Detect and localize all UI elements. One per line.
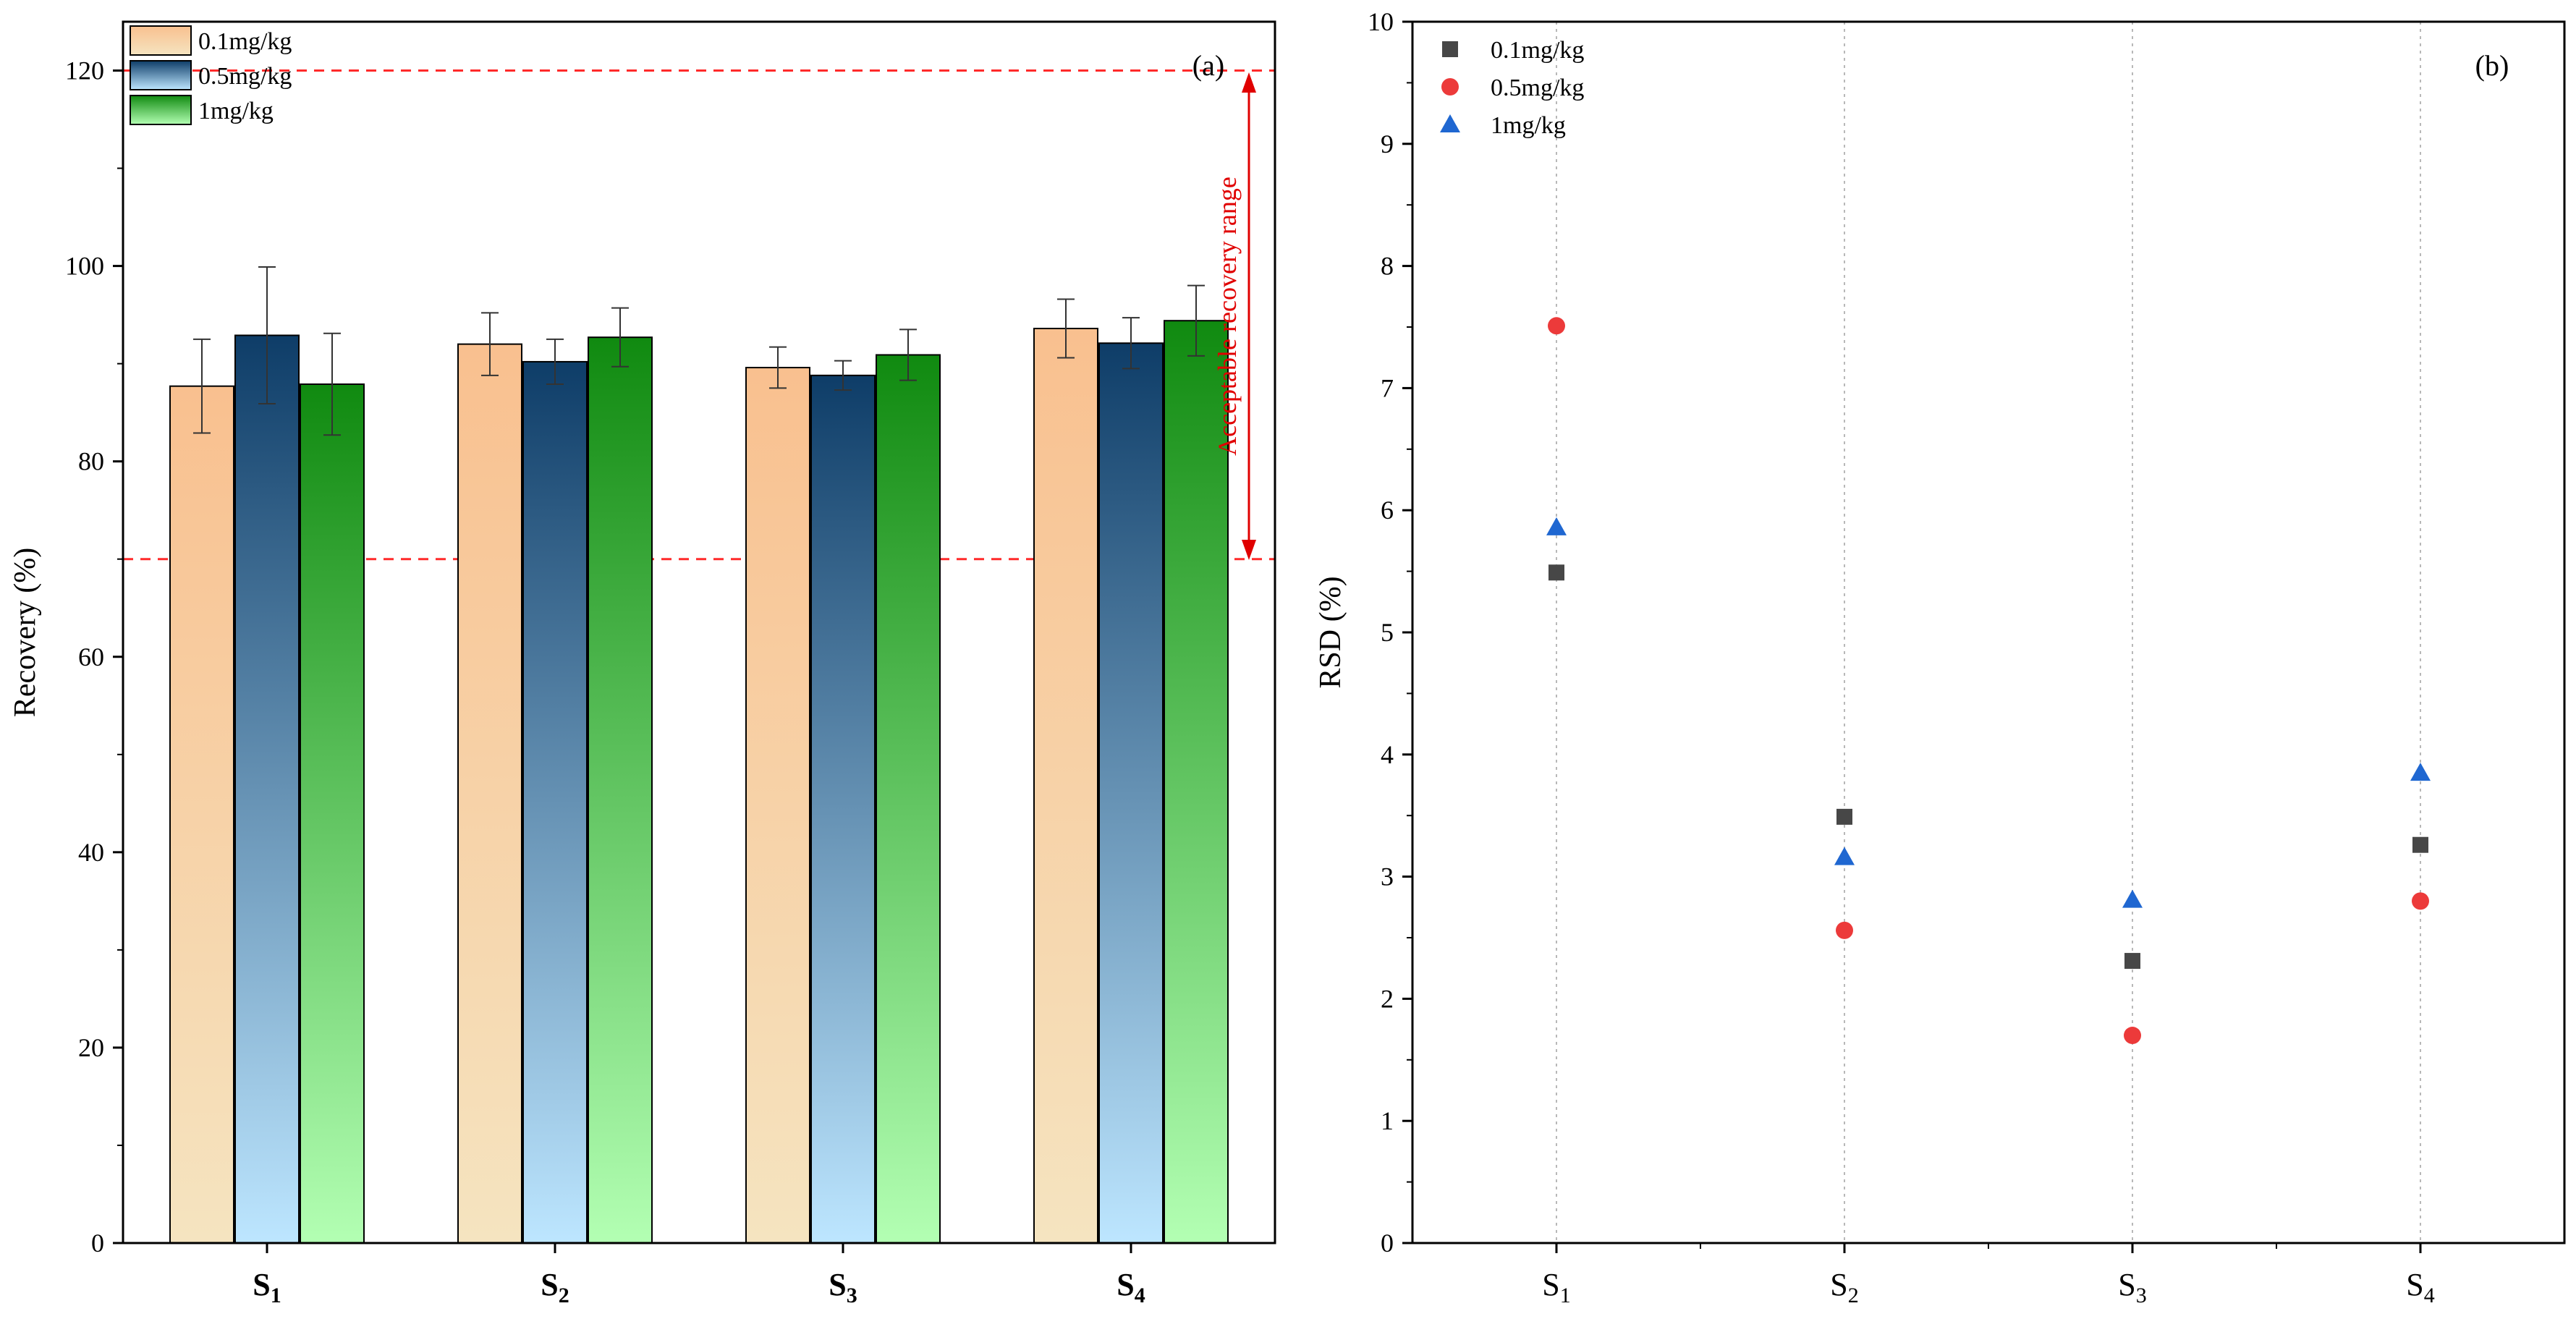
y-tick-label: 60: [78, 642, 104, 671]
bar-3-2: [810, 374, 876, 1244]
bar-series: [169, 320, 1229, 1244]
bar-4-3: [1164, 320, 1229, 1244]
y-tick-label: 40: [78, 838, 104, 867]
y-tick-label: 1: [1381, 1106, 1394, 1135]
y-axis: 0 1 2 3 4 5 6 7 8 9 10: [1368, 7, 1412, 1257]
y-axis: 0 20 40 60 80 100 120: [65, 56, 123, 1257]
y-tick-label: 6: [1381, 496, 1394, 525]
y-tick-label: 2: [1381, 984, 1394, 1013]
error-bars: [193, 266, 1205, 436]
x-axis: S1 S2 S3 S4: [253, 1243, 1145, 1307]
y-tick-label: 10: [1368, 7, 1394, 36]
x-tick-label: S2: [1830, 1267, 1858, 1307]
legend-swatch-3: [130, 95, 192, 125]
y-axis-title: RSD (%): [1314, 576, 1347, 688]
point-circle-2: [1836, 921, 1853, 939]
y-tick-label: 4: [1381, 740, 1394, 769]
legend: 0.1mg/kg 0.5mg/kg 1mg/kg: [130, 25, 292, 125]
panel-b-rsd-chart: 0 1 2 3 4 5 6 7 8 9 10 S1 S2 S3 S4 RSD (%) (b) 0.1mg/…: [1314, 7, 2566, 1307]
legend-label-1: 0.1mg/kg: [198, 28, 292, 55]
y-tick-label: 0: [91, 1229, 104, 1257]
point-square-2: [1836, 808, 1852, 825]
point-square-1: [1548, 564, 1564, 581]
x-axis: S1 S2 S3 S4: [1542, 1243, 2435, 1307]
bar-2-1: [457, 343, 522, 1244]
y-tick-label: 20: [78, 1033, 104, 1062]
vertical-gridlines: [1556, 22, 2421, 1243]
point-triangle-4: [2410, 763, 2431, 781]
legend-label-2: 0.5mg/kg: [1491, 75, 1584, 101]
bar-1-2: [234, 334, 300, 1244]
legend-label-3: 1mg/kg: [198, 98, 274, 124]
bar-3-3: [876, 354, 941, 1244]
legend: 0.1mg/kg 0.5mg/kg 1mg/kg: [1440, 37, 1584, 139]
y-tick-label: 3: [1381, 862, 1394, 891]
point-triangle-3: [2122, 889, 2143, 908]
x-tick-label: S3: [829, 1267, 857, 1307]
x-tick-label: S1: [253, 1267, 281, 1307]
y-tick-label: 8: [1381, 252, 1394, 281]
y-axis-title: Recovery (%): [9, 548, 42, 717]
panel-a-recovery-chart: 0 20 40 60 80 100 120 S1 S2 S3 S4 Recovery (%) (a…: [9, 20, 1276, 1307]
y-tick-label: 5: [1381, 618, 1394, 647]
point-square-4: [2412, 836, 2428, 853]
legend-marker-1: [1442, 41, 1458, 57]
x-tick-label: S4: [1117, 1267, 1145, 1307]
panel-label: (a): [1192, 49, 1224, 82]
bar-3-1: [745, 367, 810, 1244]
plot-frame: [122, 20, 1276, 1244]
legend-marker-2: [1441, 78, 1459, 96]
bar-4-2: [1098, 342, 1164, 1244]
y-tick-label: 9: [1381, 130, 1394, 158]
x-tick-label: S4: [2406, 1267, 2434, 1307]
x-tick-label: S2: [541, 1267, 569, 1307]
bar-1-3: [300, 383, 365, 1244]
bar-2-3: [588, 336, 653, 1244]
y-tick-label: 7: [1381, 373, 1394, 402]
legend-swatch-1: [130, 25, 192, 56]
point-circle-1: [1548, 317, 1565, 335]
y-tick-label: 0: [1381, 1229, 1394, 1257]
bar-2-2: [522, 360, 588, 1244]
legend-marker-3: [1440, 114, 1460, 132]
x-tick-label: S3: [2118, 1267, 2146, 1307]
point-triangle-1: [1546, 517, 1567, 535]
point-circle-4: [2412, 892, 2429, 910]
range-arrow-head-top: [1242, 72, 1256, 93]
legend-label-3: 1mg/kg: [1491, 112, 1566, 139]
x-tick-label: S1: [1542, 1267, 1570, 1307]
y-tick-label: 100: [65, 252, 104, 281]
range-arrow-head-bottom: [1242, 540, 1256, 560]
legend-label-2: 0.5mg/kg: [198, 63, 292, 90]
range-annotation-text: Acceptable recovery range: [1213, 177, 1242, 456]
y-tick-label: 120: [65, 56, 104, 85]
scatter-series: [1546, 317, 2431, 1045]
acceptable-range-annotation: Acceptable recovery range: [1213, 72, 1256, 560]
legend-label-1: 0.1mg/kg: [1491, 37, 1584, 64]
plot-frame: [1411, 20, 2566, 1244]
point-square-3: [2124, 953, 2140, 970]
y-tick-label: 80: [78, 447, 104, 476]
point-triangle-2: [1834, 847, 1855, 865]
point-circle-3: [2124, 1027, 2141, 1045]
bar-4-1: [1033, 328, 1098, 1244]
panel-label: (b): [2475, 49, 2509, 82]
legend-swatch-2: [130, 60, 192, 90]
bar-1-1: [169, 385, 234, 1244]
